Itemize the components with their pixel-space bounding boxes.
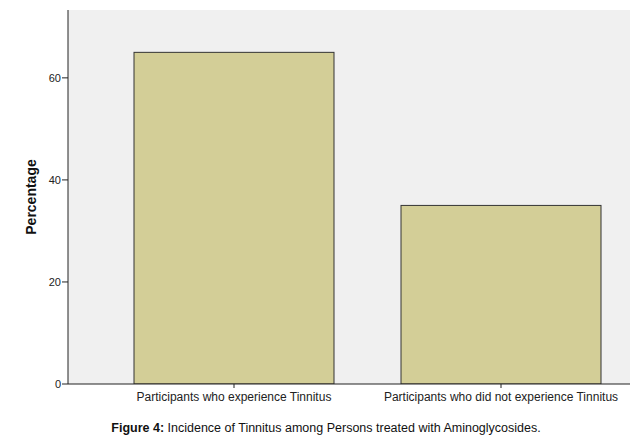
y-tick-label: 0 — [55, 378, 61, 390]
x-tick — [234, 384, 235, 388]
plot-background — [68, 10, 630, 384]
bar — [401, 205, 601, 384]
y-tick — [62, 77, 68, 78]
bars — [134, 52, 601, 384]
chart: 0 20 40 60 Participants who experience Tinni… — [0, 0, 636, 439]
y-tick-label: 40 — [49, 174, 61, 186]
x-tick-label: Participants who did not experience Tinn… — [384, 390, 618, 404]
x-tick — [501, 384, 502, 388]
y-tick — [62, 281, 68, 282]
y-tick — [62, 179, 68, 180]
y-tick-label: 60 — [49, 72, 61, 84]
y-tick-label: 20 — [49, 276, 61, 288]
y-axis-label: Percentage — [23, 159, 39, 235]
y-tick — [62, 384, 68, 385]
x-tick-label: Participants who experience Tinnitus — [137, 390, 332, 404]
title: Figure 4: Incidence of Tinnitus among Pe… — [111, 421, 540, 435]
x-axis — [68, 384, 630, 385]
y-axis — [68, 10, 69, 384]
bar — [134, 52, 334, 384]
